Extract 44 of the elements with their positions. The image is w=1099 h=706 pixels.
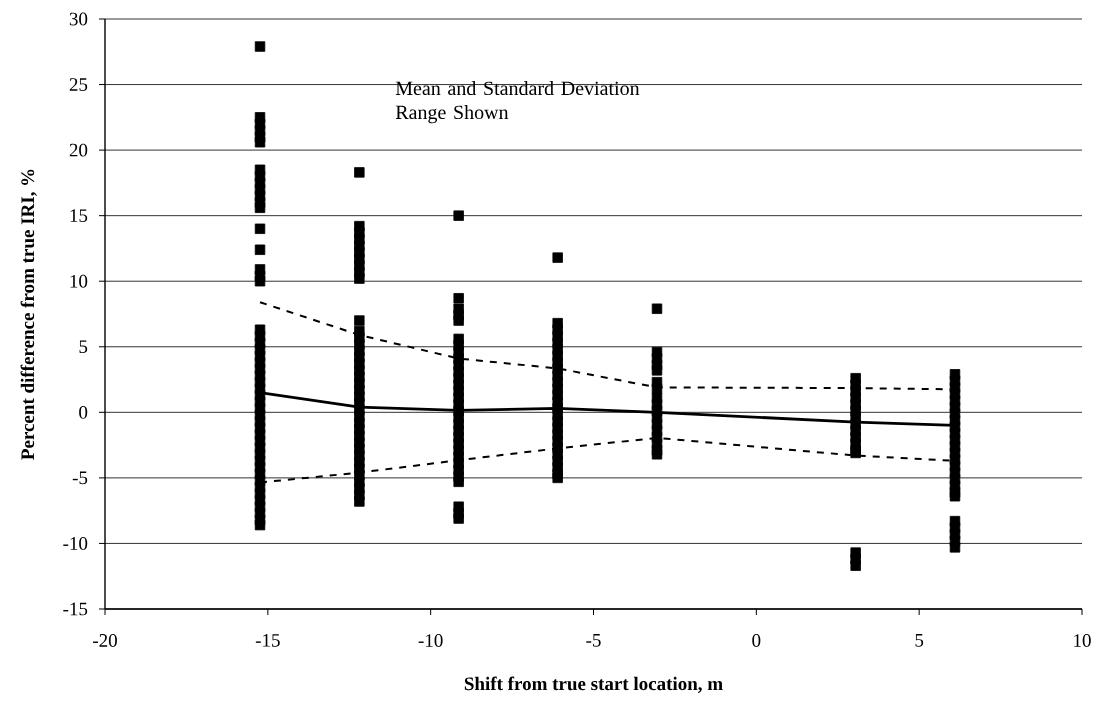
point xyxy=(254,41,266,52)
x-tick-label: -20 xyxy=(93,634,117,647)
point xyxy=(254,137,266,148)
point xyxy=(254,223,266,234)
point xyxy=(453,476,464,488)
y-tick-label: 10 xyxy=(70,274,88,288)
annotation: Mean and Standard Deviation Range Shown xyxy=(395,81,640,124)
point xyxy=(354,273,365,284)
x-tick-label: -15 xyxy=(255,634,280,647)
point xyxy=(453,513,464,524)
y-tick-label: -15 xyxy=(63,602,88,616)
y-tick-label: 20 xyxy=(69,143,88,157)
point xyxy=(552,252,563,263)
y-tick-label: 5 xyxy=(79,340,88,354)
point xyxy=(651,303,663,314)
point xyxy=(354,496,365,507)
point xyxy=(453,210,464,221)
y-tick-label: -10 xyxy=(63,537,88,550)
x-tick-label: 0 xyxy=(752,634,761,647)
y-tick-label: 0 xyxy=(79,405,88,419)
point xyxy=(949,491,961,502)
x-axis-title: Shift from true start location, m xyxy=(464,676,723,693)
point xyxy=(254,519,266,531)
x-tick-label: 10 xyxy=(1074,634,1091,647)
y-axis-title: Percent difference from true IRI, % xyxy=(20,169,37,460)
x-tick-label: -10 xyxy=(418,634,443,647)
y-tick-label: 15 xyxy=(70,209,88,223)
x-tick-label: -5 xyxy=(586,634,601,647)
point xyxy=(354,315,365,326)
point xyxy=(254,202,266,213)
y-tick-label: 25 xyxy=(69,78,88,91)
y-tick-label: 30 xyxy=(69,12,88,26)
point xyxy=(354,167,365,178)
y-tick-label: -5 xyxy=(72,471,88,485)
point xyxy=(254,244,266,255)
point xyxy=(850,560,861,571)
point xyxy=(552,472,563,484)
x-tick-label: 5 xyxy=(915,634,924,647)
point xyxy=(651,449,663,460)
point xyxy=(254,276,266,287)
point xyxy=(453,293,464,304)
point xyxy=(453,315,464,326)
point xyxy=(949,542,961,553)
point xyxy=(651,365,663,376)
